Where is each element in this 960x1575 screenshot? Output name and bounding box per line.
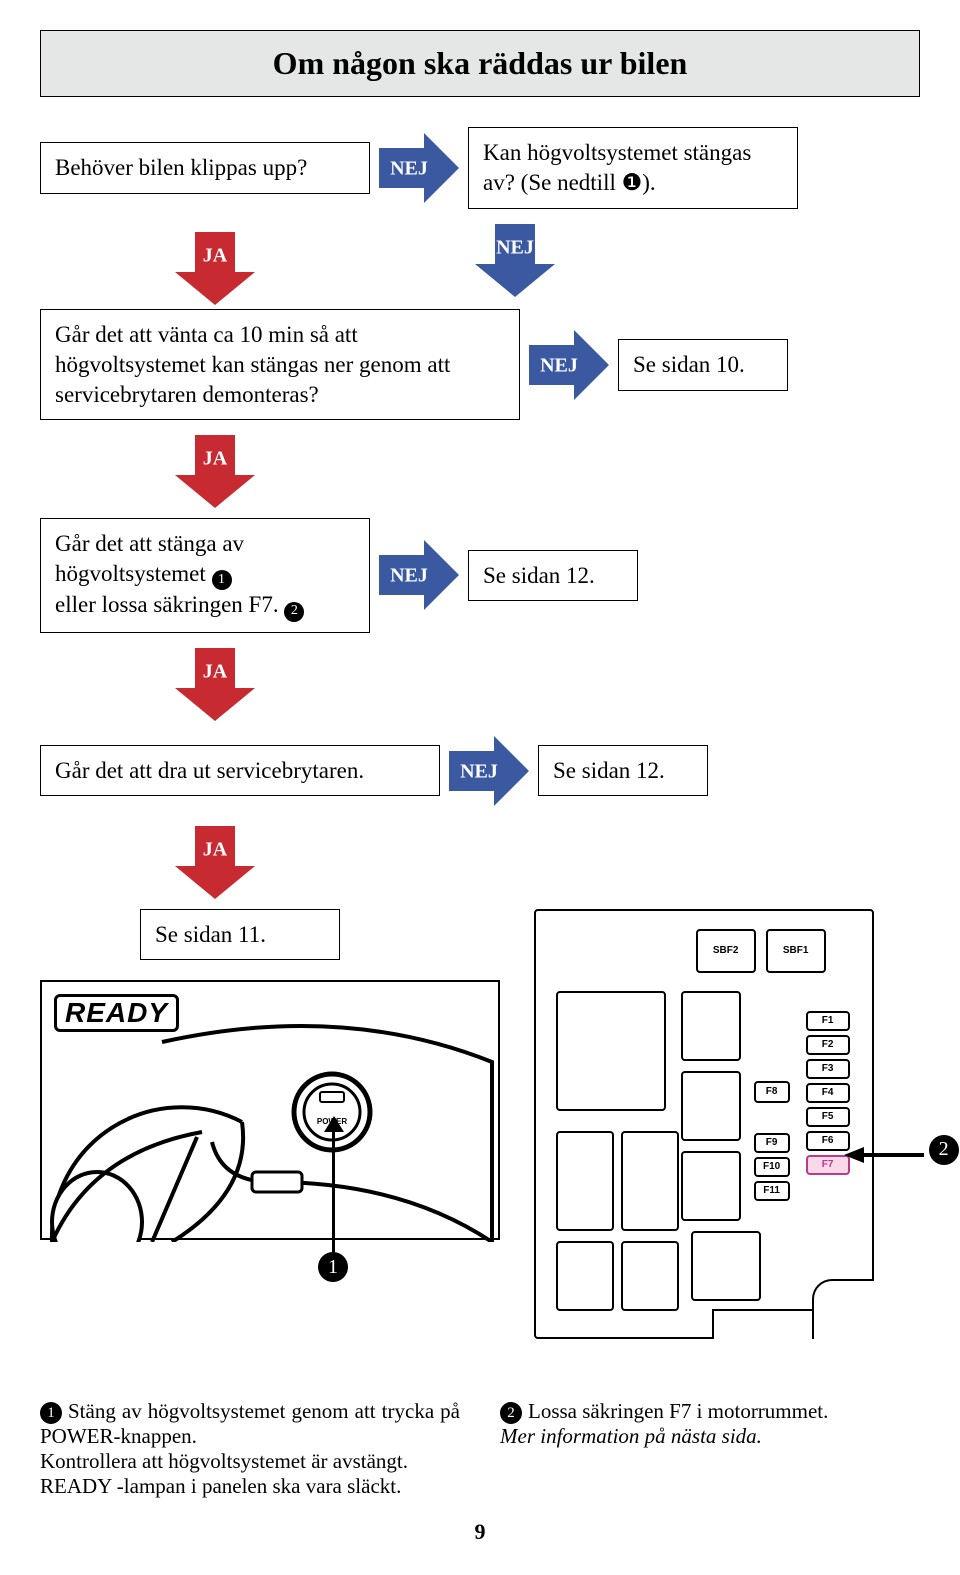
fuse-blank [556, 1241, 614, 1311]
arrow-nej-icon: NEJ [524, 325, 614, 405]
arrow-ja-icon: JA [170, 643, 920, 723]
foot1b: Kontrollera att högvoltsystemet är avstä… [40, 1449, 460, 1499]
svg-text:NEJ: NEJ [390, 565, 428, 587]
q2-result-box: Se sidan 10. [618, 339, 788, 391]
svg-text:NEJ: NEJ [496, 236, 534, 258]
fuse-f1: F1 [806, 1011, 850, 1031]
circle-1-icon: 1 [40, 1402, 62, 1424]
row-q4: Går det att dra ut servicebrytaren. NEJ … [40, 731, 920, 811]
row-q2: Går det att vänta ca 10 min så att högvo… [40, 309, 920, 421]
svg-text:JA: JA [203, 838, 228, 860]
fuse-f5: F5 [806, 1107, 850, 1127]
fuse-f2: F2 [806, 1035, 850, 1055]
fuse-sbf2: SBF2 [696, 929, 756, 973]
q3-post: eller lossa säkringen F7. [55, 592, 284, 617]
arrow-nej-icon: NEJ [374, 128, 464, 208]
arrow-ja-icon: JA [170, 821, 920, 901]
circle-2-inline-icon: 2 [284, 602, 304, 622]
callout-2-icon: 2 [929, 1135, 959, 1165]
final-box: Se sidan 11. [140, 909, 340, 961]
fuse-f8: F8 [754, 1081, 790, 1103]
fuse-blank [681, 1151, 741, 1221]
q3-result-box: Se sidan 12. [468, 550, 638, 602]
q1-result-box: Kan högvoltsystemet stängas av? (Se nedt… [468, 127, 798, 209]
circle-1-inline-icon: 1 [212, 570, 232, 590]
foot1a: Stäng av högvoltsystemet genom att tryck… [40, 1399, 460, 1449]
q4-result-box: Se sidan 12. [538, 745, 708, 797]
arrow-ja-icon: JA [170, 430, 920, 510]
q3-box: Går det att stänga av högvoltsystemet 1 … [40, 518, 370, 632]
dashboard-figure: READY POWER [40, 980, 500, 1240]
svg-text:JA: JA [203, 244, 228, 266]
fuse-f11: F11 [754, 1181, 790, 1201]
foot2b: Mer information på nästa sida. [500, 1424, 920, 1449]
fuse-blank [556, 1131, 614, 1231]
fuse-sbf1: SBF1 [766, 929, 826, 973]
svg-text:NEJ: NEJ [540, 354, 578, 376]
arrow-nej-icon: NEJ [444, 731, 534, 811]
callout-arrow-icon [844, 1145, 924, 1165]
svg-text:JA: JA [203, 448, 228, 470]
q2-box: Går det att vänta ca 10 min så att högvo… [40, 309, 520, 421]
svg-text:NEJ: NEJ [390, 157, 428, 179]
fuse-f9: F9 [754, 1133, 790, 1153]
fuse-blank [556, 991, 666, 1111]
fuse-blank [621, 1241, 679, 1311]
callout-1-icon: 1 [318, 1252, 348, 1282]
q1-box: Behöver bilen klippas upp? [40, 142, 370, 194]
fusebox-figure: SBF2 SBF1 F8 F9 F10 F11 F1 F2 F3 F4 F5 F… [534, 909, 920, 1339]
fuse-f3: F3 [806, 1059, 850, 1079]
arrow-ja-icon: JA [170, 227, 260, 307]
svg-text:NEJ: NEJ [460, 760, 498, 782]
foot2a: Lossa säkringen F7 i motorrummet. [528, 1399, 828, 1423]
fuse-blank [681, 1071, 741, 1141]
arrow-nej-down-icon: NEJ [470, 219, 560, 304]
fuse-blank [681, 991, 741, 1061]
circle-2-icon: 2 [500, 1402, 522, 1424]
fuse-blank [691, 1231, 761, 1301]
page-title: Om någon ska räddas ur bilen [40, 30, 920, 97]
fuse-f4: F4 [806, 1083, 850, 1103]
svg-text:JA: JA [203, 660, 228, 682]
row-q3: Går det att stänga av högvoltsystemet 1 … [40, 518, 920, 632]
row-q1: Behöver bilen klippas upp? NEJ Kan högvo… [40, 127, 920, 209]
q4-box: Går det att dra ut servicebrytaren. [40, 745, 440, 797]
fuse-f10: F10 [754, 1157, 790, 1177]
page-number: 9 [40, 1519, 920, 1545]
arrow-nej-icon: NEJ [374, 535, 464, 615]
fuse-blank [621, 1131, 679, 1231]
